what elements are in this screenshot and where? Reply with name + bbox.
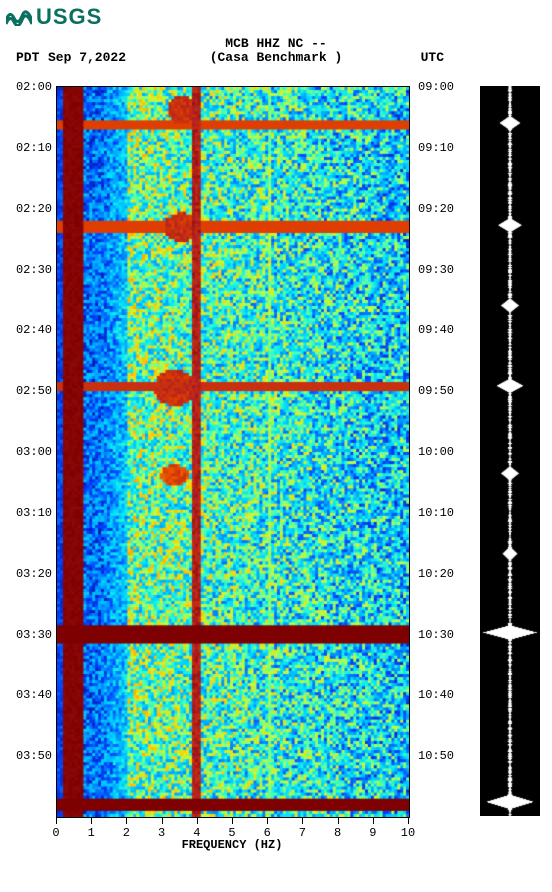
- y-left-tick: 03:40: [16, 688, 52, 702]
- y-right-tick: 10:00: [418, 445, 454, 459]
- x-tick: 4: [193, 826, 200, 840]
- x-tick: 10: [401, 826, 415, 840]
- y-right-tick: 09:50: [418, 384, 454, 398]
- y-left-tick: 03:10: [16, 506, 52, 520]
- x-tick: 6: [264, 826, 271, 840]
- y-axis-right-utc: 09:0009:1009:2009:3009:4009:5010:0010:10…: [412, 86, 456, 816]
- y-right-tick: 09:40: [418, 323, 454, 337]
- usgs-logo: USGS: [6, 4, 102, 30]
- y-left-tick: 02:40: [16, 323, 52, 337]
- x-ticks: 012345678910: [56, 822, 408, 836]
- usgs-wave-icon: [6, 8, 32, 26]
- x-axis-label: FREQUENCY (HZ): [56, 838, 408, 852]
- y-right-tick: 10:20: [418, 567, 454, 581]
- tz-right: UTC: [421, 50, 444, 65]
- y-right-tick: 10:50: [418, 749, 454, 763]
- y-axis-left-pdt: 02:0002:1002:2002:3002:4002:5003:0003:10…: [10, 86, 54, 816]
- x-tick: 5: [228, 826, 235, 840]
- x-tick: 7: [299, 826, 306, 840]
- spectrogram-canvas: [57, 87, 409, 817]
- y-right-tick: 10:10: [418, 506, 454, 520]
- amplitude-sidebar: [480, 86, 540, 816]
- x-tick: 0: [52, 826, 59, 840]
- y-left-tick: 02:30: [16, 263, 52, 277]
- y-left-tick: 03:00: [16, 445, 52, 459]
- station-id: MCB HHZ NC --: [0, 36, 552, 51]
- x-tick: 2: [123, 826, 130, 840]
- y-right-tick: 09:10: [418, 141, 454, 155]
- y-left-tick: 03:30: [16, 628, 52, 642]
- y-right-tick: 09:20: [418, 202, 454, 216]
- sidebar-canvas: [480, 86, 540, 816]
- spectrogram-plot: [56, 86, 410, 818]
- y-right-tick: 10:30: [418, 628, 454, 642]
- x-tick: 9: [369, 826, 376, 840]
- y-left-tick: 03:50: [16, 749, 52, 763]
- station-name: (Casa Benchmark ): [0, 50, 552, 65]
- y-left-tick: 02:00: [16, 80, 52, 94]
- y-right-tick: 09:00: [418, 80, 454, 94]
- y-left-tick: 02:20: [16, 202, 52, 216]
- y-right-tick: 09:30: [418, 263, 454, 277]
- y-left-tick: 03:20: [16, 567, 52, 581]
- x-tick: 1: [88, 826, 95, 840]
- y-left-tick: 02:50: [16, 384, 52, 398]
- x-tick: 8: [334, 826, 341, 840]
- x-tick: 3: [158, 826, 165, 840]
- x-axis: 012345678910 FREQUENCY (HZ): [56, 822, 408, 852]
- y-left-tick: 02:10: [16, 141, 52, 155]
- y-right-tick: 10:40: [418, 688, 454, 702]
- usgs-text: USGS: [36, 4, 102, 30]
